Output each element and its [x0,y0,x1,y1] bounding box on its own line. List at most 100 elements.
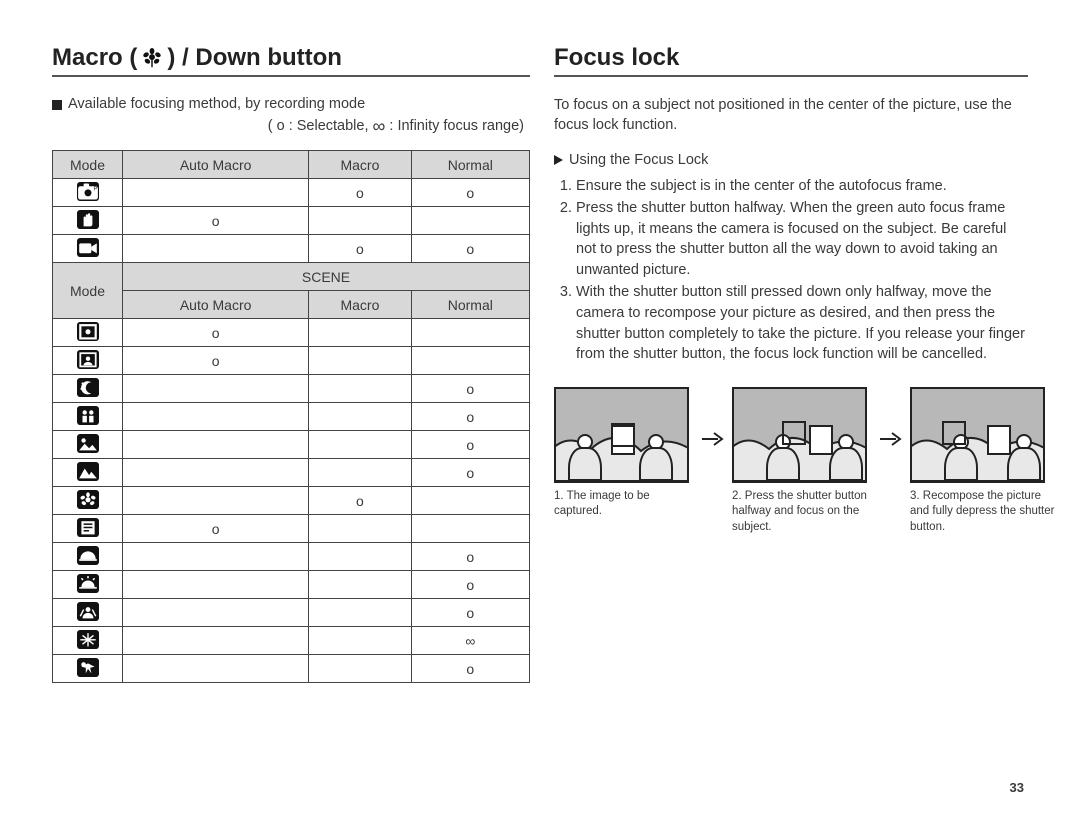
table-cell [123,627,309,655]
hand-icon [77,210,99,229]
table-cell: ∞ [411,627,529,655]
table-cell [123,543,309,571]
table-cell: o [411,375,529,403]
table-cell [411,319,529,347]
children-icon [77,406,99,425]
subheading: Using the Focus Lock [554,152,1028,168]
table-row: ∞ [53,627,530,655]
table-cell: o [309,487,411,515]
table-cell: o [123,207,309,235]
step-item: With the shutter button still pressed do… [576,282,1028,364]
table-cell: o [411,235,529,263]
table-cell: o [411,403,529,431]
table-cell [309,599,411,627]
table-cell [309,431,411,459]
table-header: Macro [309,291,411,319]
title-pre: Macro ( [52,44,137,72]
table-cell [123,487,309,515]
legend-post: : Infinity focus range) [385,118,524,134]
table-row: o [53,599,530,627]
right-column: Focus lock To focus on a subject not pos… [542,44,1028,795]
table-cell [123,403,309,431]
table-header: Macro [309,151,411,179]
figure-3: 3. Recompose the picture and fully depre… [910,387,1052,536]
camera-p-icon: P [77,182,99,201]
table-cell [309,627,411,655]
table-cell: o [123,515,309,543]
page-number: 33 [1010,780,1024,795]
mode-icon-cell [53,655,123,683]
night-icon [77,378,99,397]
mode-icon-cell [53,319,123,347]
table-header: Mode [53,151,123,179]
table-cell [309,207,411,235]
table-cell: o [309,179,411,207]
legend-pre: ( o : Selectable, [268,118,373,134]
table-cell [123,431,309,459]
firework-icon [77,630,99,649]
table-row: o [53,431,530,459]
table-cell [123,235,309,263]
table-cell [309,571,411,599]
mode-icon-cell [53,543,123,571]
figure-1-image [554,387,689,483]
legend-text: ( o : Selectable, ∞ : Infinity focus ran… [52,117,530,137]
svg-text:P: P [93,186,97,192]
sunset-icon [77,546,99,565]
table-header: Auto Macro [123,151,309,179]
table-cell [123,599,309,627]
lead-text: Available focusing method, by recording … [68,95,365,115]
text-icon [77,518,99,537]
mode-icon-cell [53,375,123,403]
table-row: o [53,319,530,347]
infinity-icon: ∞ [373,116,386,136]
arrow-icon [702,432,726,451]
figure-1: 1. The image to be captured. [554,387,696,520]
closeup-icon [77,490,99,509]
portrait-icon [77,350,99,369]
left-column: Macro ( ) / Down button Available focusi… [52,44,542,795]
table-cell: o [411,543,529,571]
table-cell [411,487,529,515]
table-header: Normal [411,151,529,179]
step-item: Ensure the subject is in the center of t… [576,176,1028,197]
figure-1-caption: 1. The image to be captured. [554,489,699,520]
left-title: Macro ( ) / Down button [52,44,530,77]
lead-block: Available focusing method, by recording … [52,95,530,136]
beach-icon [77,658,99,677]
table-row: o [53,571,530,599]
movie-icon [77,238,99,257]
step-item: Press the shutter button halfway. When t… [576,198,1028,280]
table-row: o [53,459,530,487]
table-cell [309,459,411,487]
table-cell: o [411,459,529,487]
table-cell [411,347,529,375]
table-cell: o [309,235,411,263]
table-cell [123,655,309,683]
table-cell [123,571,309,599]
table-cell: o [411,431,529,459]
mode-icon-cell [53,235,123,263]
mode-icon-cell [53,487,123,515]
arrow-bullet-icon [554,155,563,165]
table-cell: o [411,179,529,207]
table-cell [411,515,529,543]
table-cell: o [411,655,529,683]
figure-2-caption: 2. Press the shutter button halfway and … [732,489,877,536]
subhead-text: Using the Focus Lock [569,152,708,168]
table-header: Auto Macro [123,291,309,319]
table-cell [309,655,411,683]
scene-header: SCENE [123,263,530,291]
focusing-modes-table: ModeAuto MacroMacroNormalPoooooModeSCENE… [52,150,530,683]
title-post: ) / Down button [167,44,342,72]
mode-icon-cell [53,207,123,235]
table-row: oo [53,235,530,263]
table-cell [309,375,411,403]
dawn-icon [77,574,99,593]
table-cell [411,207,529,235]
table-row: o [53,207,530,235]
table-row: o [53,347,530,375]
mode-icon-cell [53,403,123,431]
macro-flower-icon [141,47,163,69]
table-cell: o [123,319,309,347]
